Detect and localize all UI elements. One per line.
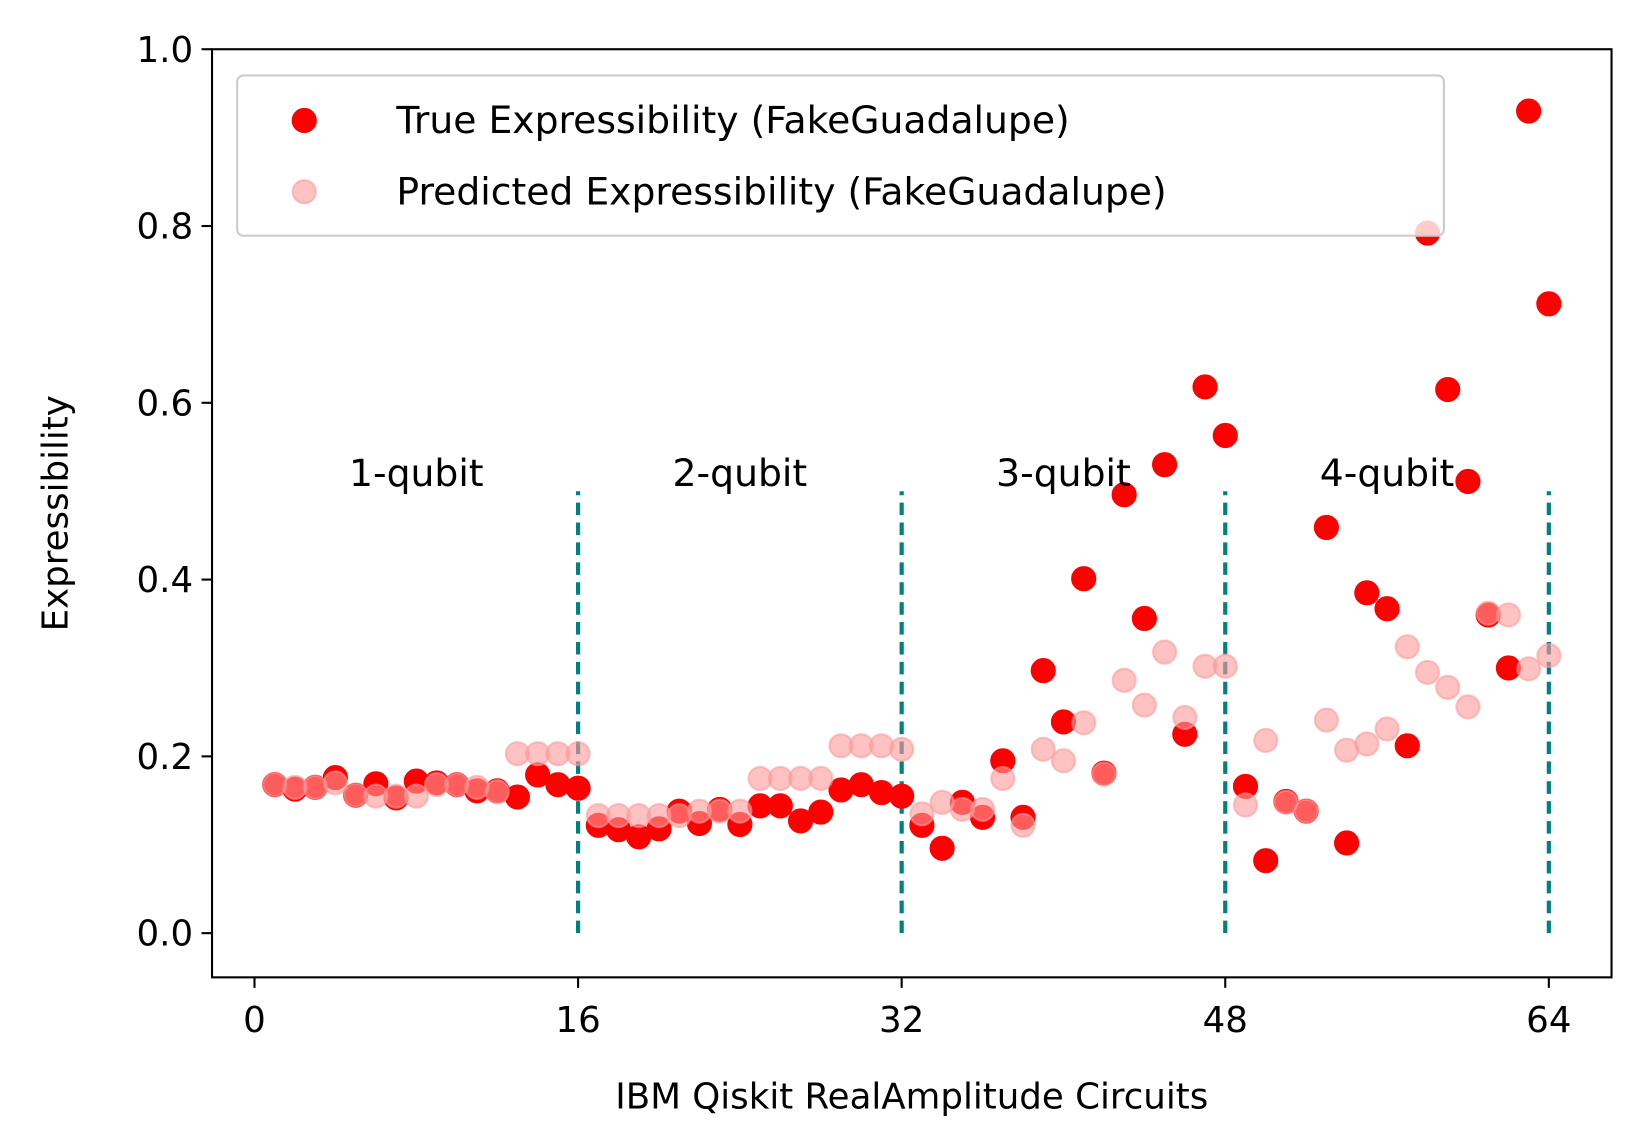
point — [1030, 736, 1056, 762]
y-tick-label: 0.2 — [137, 737, 194, 778]
point — [1516, 98, 1542, 124]
point — [889, 736, 915, 762]
point — [565, 741, 591, 767]
point — [1313, 514, 1339, 541]
point — [909, 801, 935, 827]
x-tick-label: 16 — [555, 1000, 600, 1041]
point — [666, 803, 692, 829]
point — [1050, 748, 1077, 774]
point — [1516, 656, 1542, 682]
point — [969, 796, 996, 822]
legend-marker — [291, 179, 317, 205]
point — [1172, 704, 1198, 731]
y-tick-label: 0.0 — [137, 914, 194, 955]
point — [889, 783, 915, 809]
point — [767, 793, 793, 819]
point — [808, 799, 834, 825]
point — [1414, 659, 1441, 685]
point — [1091, 761, 1117, 787]
point — [322, 770, 348, 796]
point — [1435, 376, 1461, 403]
point — [1334, 830, 1360, 856]
y-tick-label: 0.6 — [137, 383, 194, 424]
point — [1253, 848, 1279, 874]
plot-frame — [210, 48, 1613, 979]
legend-marker — [291, 107, 317, 134]
point — [403, 783, 429, 809]
point — [1010, 812, 1036, 838]
point — [868, 733, 895, 759]
point — [464, 774, 490, 800]
point — [868, 780, 895, 806]
point — [1111, 482, 1137, 508]
point — [1192, 374, 1218, 400]
annotation: 1-qubit — [349, 451, 484, 495]
point — [808, 765, 834, 792]
point — [1354, 580, 1380, 606]
x-tick-label: 32 — [879, 1000, 924, 1041]
point — [1435, 674, 1461, 700]
annotation: 2-qubit — [673, 451, 808, 495]
point — [302, 774, 328, 800]
point — [1071, 710, 1097, 736]
point — [545, 772, 571, 798]
point — [929, 835, 955, 861]
point — [1293, 798, 1319, 824]
annotation: 3-qubit — [996, 451, 1131, 495]
legend-label: Predicted Expressibility (FakeGuadalupe) — [396, 169, 1166, 213]
point — [990, 765, 1016, 792]
point — [1212, 422, 1238, 449]
point — [1131, 605, 1157, 632]
point — [1536, 643, 1562, 669]
point — [1152, 639, 1178, 665]
x-tick-label: 64 — [1526, 1000, 1571, 1041]
x-tick-label: 0 — [243, 1000, 266, 1041]
annotation: 4-qubit — [1320, 451, 1455, 495]
x-tick-label: 48 — [1203, 1000, 1248, 1041]
point — [1071, 566, 1097, 592]
point — [1152, 452, 1178, 478]
y-tick-label: 1.0 — [137, 30, 194, 71]
point — [1212, 653, 1238, 679]
point — [1232, 792, 1259, 818]
y-tick-label: 0.4 — [137, 560, 194, 601]
legend-box — [236, 74, 1445, 237]
point — [1374, 716, 1400, 742]
point — [1455, 468, 1481, 495]
y-tick-label: 0.8 — [137, 207, 194, 248]
y-axis-label: Expressibility — [35, 395, 76, 631]
point — [1394, 634, 1420, 660]
point — [727, 798, 753, 824]
point — [1536, 291, 1562, 317]
point — [1495, 602, 1521, 628]
point — [484, 779, 510, 805]
point — [1253, 727, 1279, 754]
point — [565, 775, 591, 801]
point — [1354, 731, 1380, 757]
legend: True Expressibility (FakeGuadalupe) Predi… — [236, 74, 1445, 237]
point — [1394, 733, 1420, 759]
point — [1374, 596, 1400, 622]
point — [1111, 667, 1137, 693]
point — [1313, 707, 1339, 733]
legend-label: True Expressibility (FakeGuadalupe) — [395, 98, 1069, 142]
point — [1131, 692, 1157, 718]
x-axis-label: IBM Qiskit RealAmplitude Circuits — [615, 1076, 1208, 1117]
point — [1455, 694, 1481, 720]
point — [1030, 658, 1056, 684]
